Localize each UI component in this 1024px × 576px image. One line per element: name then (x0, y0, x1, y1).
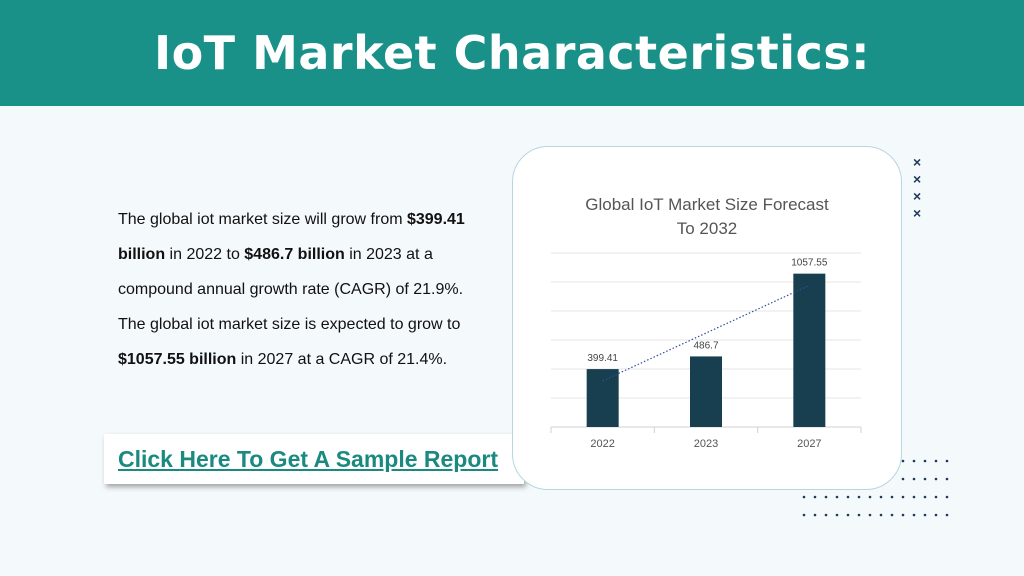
header-banner: IoT Market Characteristics: (0, 0, 1024, 106)
dot (923, 459, 927, 463)
chart-card: Global IoT Market Size Forecast To 2032 … (512, 146, 902, 490)
dot (923, 513, 927, 517)
dot (923, 477, 927, 481)
dot (846, 513, 850, 517)
data-label-2022: 399.41 (587, 353, 618, 364)
description-part-4: in 2027 at a CAGR of 21.4%. (236, 351, 448, 368)
dot (868, 495, 872, 499)
decorative-x-marks: × × × × (913, 154, 921, 222)
chart-title-line-2: To 2032 (676, 219, 738, 238)
dot (824, 495, 828, 499)
dot (934, 513, 938, 517)
dot (901, 459, 905, 463)
dot (912, 477, 916, 481)
x-tick-label-2022: 2022 (590, 438, 614, 450)
sample-report-button[interactable]: Click Here To Get A Sample Report (104, 434, 524, 484)
dot (890, 495, 894, 499)
dot (835, 513, 839, 517)
bar-chart: 399.41 2022 486.7 2023 1057.55 2027 (550, 252, 862, 450)
x-mark-icon: × (913, 171, 922, 187)
dot (879, 513, 883, 517)
dot (945, 477, 949, 481)
dot (868, 513, 872, 517)
dot (901, 477, 905, 481)
description-part-2: in 2022 to (165, 246, 245, 263)
dot (890, 513, 894, 517)
bar-2023 (690, 356, 722, 427)
dot (846, 495, 850, 499)
dot (945, 495, 949, 499)
dot (912, 513, 916, 517)
bar-2022 (586, 369, 619, 427)
dot (813, 495, 817, 499)
data-label-2027: 1057.55 (791, 258, 828, 269)
x-tick-label-2023: 2023 (694, 438, 718, 450)
x-tick-label-2027: 2027 (797, 438, 821, 450)
decorative-dot-grid (802, 459, 949, 517)
description-text: The global iot market size will grow fro… (118, 202, 478, 377)
chart-title: Global IoT Market Size Forecast To 2032 (513, 193, 901, 241)
description-part-3: in 2023 at a compound annual growth rate… (118, 246, 464, 333)
dot (923, 495, 927, 499)
dot (945, 459, 949, 463)
dot (901, 495, 905, 499)
dot (945, 513, 949, 517)
sample-report-link[interactable]: Click Here To Get A Sample Report (118, 445, 499, 472)
value-2027: $1057.55 billion (118, 351, 237, 368)
dot (912, 495, 916, 499)
dot (934, 495, 938, 499)
dot (802, 495, 806, 499)
x-mark-icon: × (913, 205, 922, 221)
dot (802, 513, 806, 517)
dot (813, 513, 817, 517)
value-2022: $399.41 billion (118, 211, 465, 263)
dot (857, 513, 861, 517)
data-label-2023: 486.7 (693, 340, 718, 351)
dot (912, 459, 916, 463)
dot (901, 513, 905, 517)
x-mark-icon: × (913, 188, 922, 204)
dot (835, 495, 839, 499)
dot (879, 495, 883, 499)
x-mark-icon: × (913, 154, 922, 170)
dot (934, 477, 938, 481)
bar-2027 (793, 273, 826, 427)
dot (857, 495, 861, 499)
page-title: IoT Market Characteristics: (153, 26, 871, 80)
trendline (602, 284, 810, 382)
dot (934, 459, 938, 463)
dot (824, 513, 828, 517)
description-part-1: The global iot market size will grow fro… (118, 211, 407, 228)
value-2023: $486.7 billion (244, 246, 345, 263)
chart-title-line-1: Global IoT Market Size Forecast (585, 195, 829, 214)
